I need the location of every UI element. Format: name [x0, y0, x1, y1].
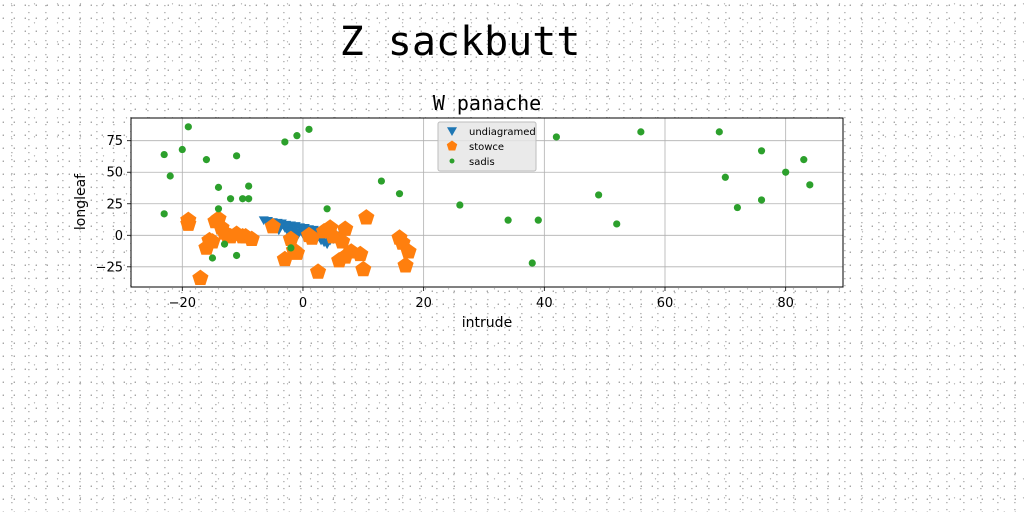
data-point-sadis — [166, 172, 174, 180]
data-point-sadis — [232, 251, 241, 260]
y-tick-label: −25 — [96, 260, 123, 275]
y-axis-ticks: −25 0 25 50 75 — [96, 134, 131, 275]
data-point-sadis — [160, 210, 168, 218]
data-point-sadis — [552, 133, 560, 141]
data-point-sadis — [800, 156, 808, 164]
data-point-sadis — [220, 240, 229, 248]
data-point-stowce — [282, 230, 299, 246]
data-point-stowce — [334, 233, 351, 249]
x-tick-label: −20 — [169, 296, 196, 311]
data-point-sadis — [202, 156, 211, 164]
x-tick-label: 0 — [299, 296, 307, 311]
data-point-stowce — [264, 217, 281, 234]
data-point-sadis — [757, 147, 766, 155]
data-point-sadis — [281, 138, 289, 146]
legend-box — [437, 121, 537, 172]
data-point-sadis — [214, 183, 223, 191]
x-tick-label: 80 — [777, 296, 794, 311]
data-point-sadis — [721, 173, 729, 181]
legend-marker-undiagramed — [447, 127, 457, 136]
data-point-sadis — [245, 182, 253, 190]
legend-label-undiagramed: undiagramed — [469, 127, 536, 138]
legend: undiagramed stowce sadis — [437, 121, 537, 172]
data-point-sadis — [456, 201, 464, 209]
y-tick-label: 75 — [106, 134, 123, 149]
data-point-sadis — [214, 205, 223, 213]
data-point-sadis — [715, 128, 723, 136]
data-point-sadis — [806, 181, 814, 189]
data-point-stowce — [358, 209, 375, 225]
data-point-sadis — [239, 195, 247, 203]
data-point-sadis — [534, 216, 542, 224]
data-point-sadis — [733, 203, 742, 212]
data-point-sadis — [178, 145, 186, 154]
legend-marker-sadis — [449, 158, 455, 164]
data-point-sadis — [757, 196, 766, 204]
x-axis-ticks: −20 0 20 40 60 80 — [169, 287, 794, 311]
x-tick-label: 20 — [415, 296, 432, 311]
data-point-sadis — [232, 152, 241, 160]
data-point-sadis — [323, 205, 331, 213]
data-point-stowce — [303, 229, 321, 245]
data-point-stowce — [204, 233, 221, 249]
data-point-sadis — [595, 191, 603, 199]
data-point-stowce — [180, 211, 197, 228]
series-stowce — [180, 209, 417, 286]
data-point-sadis — [504, 216, 512, 224]
figure-suptitle: Z sackbutt — [339, 19, 581, 65]
data-point-stowce — [352, 245, 369, 262]
legend-label-sadis: sadis — [469, 157, 495, 168]
y-tick-label: 0 — [115, 229, 123, 244]
data-point-stowce — [355, 260, 372, 277]
chart-title: W panache — [433, 91, 541, 115]
data-point-sadis — [293, 132, 301, 140]
data-point-sadis — [637, 128, 645, 136]
data-point-sadis — [208, 254, 217, 262]
data-point-stowce — [397, 257, 414, 273]
axes-frame — [130, 117, 844, 288]
legend-marker-stowce — [446, 140, 458, 151]
data-point-sadis — [160, 150, 168, 159]
legend-label-stowce: stowce — [469, 142, 504, 153]
data-point-stowce — [243, 230, 260, 246]
y-tick-label: 25 — [106, 197, 123, 212]
data-point-stowce — [400, 243, 417, 259]
data-point-sadis — [287, 244, 295, 252]
data-point-sadis — [395, 190, 404, 198]
data-point-sadis — [245, 195, 253, 203]
data-point-sadis — [377, 177, 386, 185]
data-points — [160, 123, 814, 286]
data-point-sadis — [226, 195, 235, 203]
y-tick-label: 50 — [106, 166, 123, 181]
data-point-sadis — [782, 168, 790, 176]
series-sadis — [160, 123, 814, 267]
x-tick-label: 40 — [536, 296, 553, 311]
data-point-undiagramed — [297, 226, 308, 236]
data-point-sadis — [184, 123, 192, 131]
data-point-undiagramed — [261, 217, 272, 227]
data-point-sadis — [613, 220, 621, 228]
data-point-stowce — [337, 220, 354, 236]
x-tick-label: 60 — [657, 296, 674, 311]
data-point-stowce — [309, 263, 327, 279]
data-point-stowce — [192, 269, 209, 286]
data-point-sadis — [305, 125, 313, 133]
data-point-undiagramed — [282, 227, 293, 237]
y-axis-label: longleaf — [73, 173, 89, 230]
x-axis-label: intrude — [462, 315, 512, 331]
data-point-sadis — [528, 259, 536, 267]
